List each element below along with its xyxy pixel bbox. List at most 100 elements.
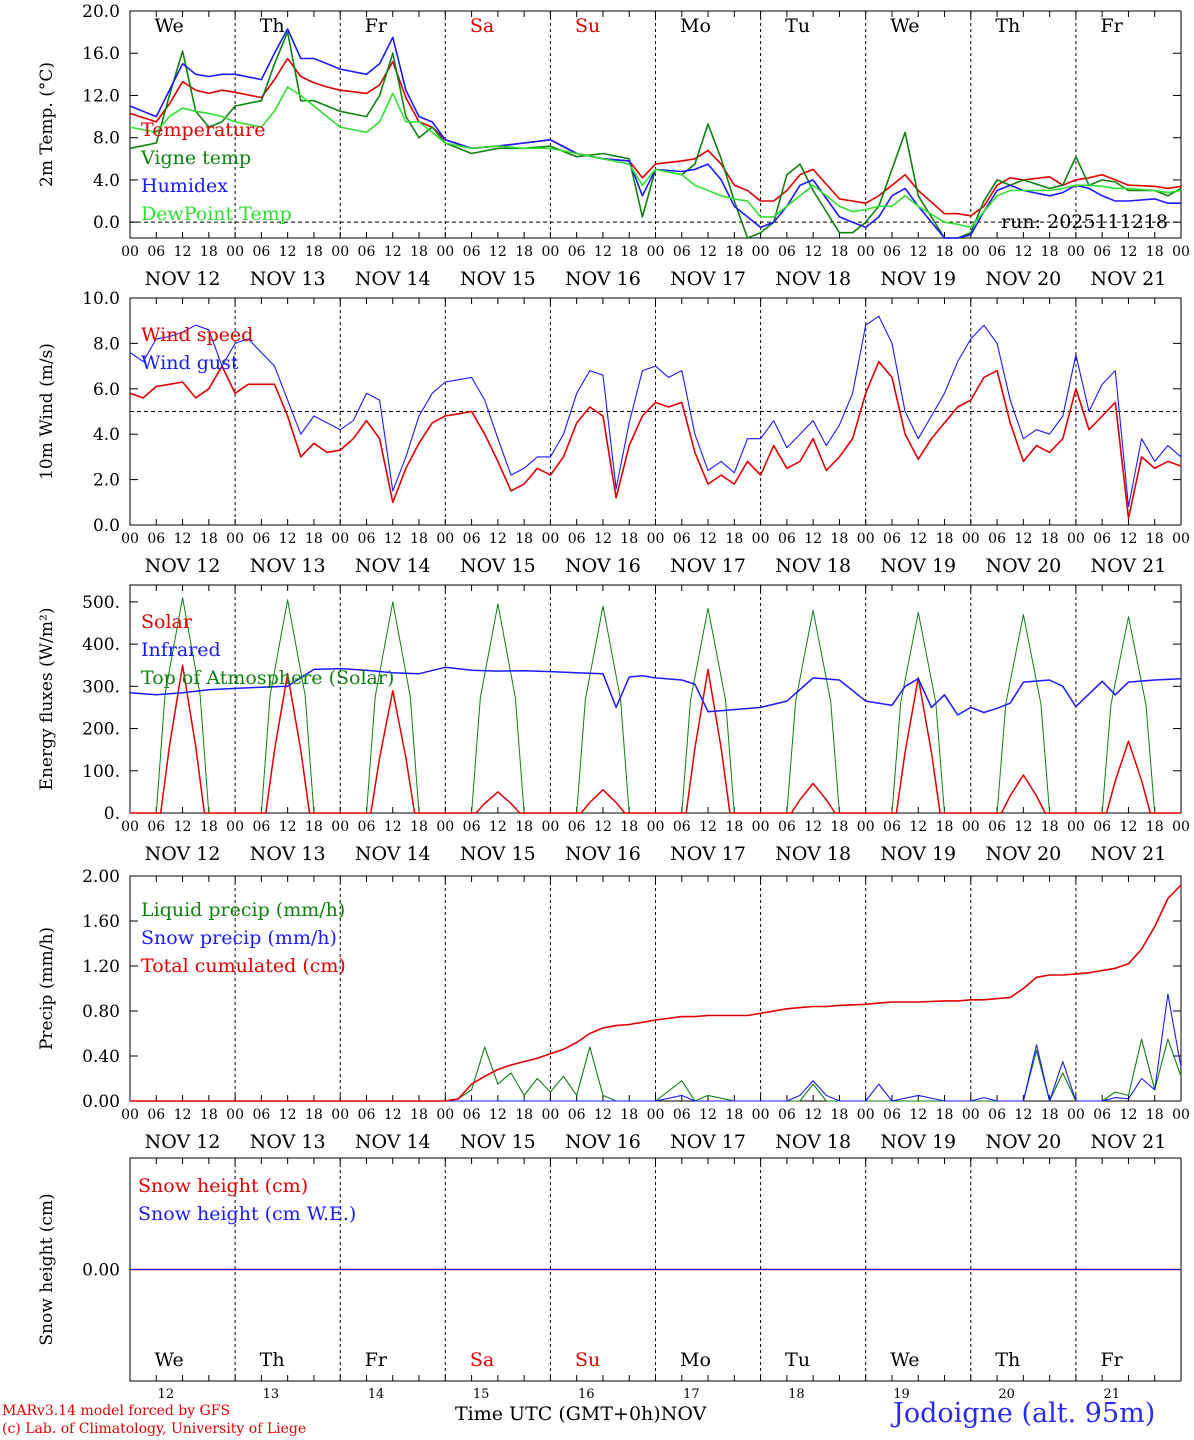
day-name-top: Fr xyxy=(365,15,388,37)
hour-tick-label: 12 xyxy=(489,1107,507,1123)
hour-tick-label: 06 xyxy=(252,531,270,547)
hour-tick-label: 06 xyxy=(252,244,270,260)
hour-tick-label: 12 xyxy=(594,819,612,835)
hour-tick-label: 00 xyxy=(226,819,244,835)
hour-tick-label: 18 xyxy=(200,531,218,547)
hour-tick-label: 12 xyxy=(804,244,822,260)
y-tick-label: 0. xyxy=(104,804,120,824)
date-label: NOV 20 xyxy=(985,843,1061,865)
hour-tick-label: 00 xyxy=(121,244,139,260)
date-label: NOV 21 xyxy=(1091,843,1167,865)
series-line-4-2 xyxy=(130,993,1182,1102)
hour-tick-label: 06 xyxy=(147,1107,165,1123)
hour-tick-label: 06 xyxy=(673,819,691,835)
hour-tick-label: 00 xyxy=(857,1107,875,1123)
hour-tick-label: 06 xyxy=(463,531,481,547)
day-name-top: Th xyxy=(260,15,285,37)
hour-tick-label: 00 xyxy=(121,819,139,835)
hour-tick-label: 12 xyxy=(174,1107,192,1123)
y-axis-label: 10m Wind (m/s) xyxy=(37,343,57,480)
y-tick-label: 8.0 xyxy=(93,129,120,149)
date-label: NOV 19 xyxy=(880,555,956,577)
hour-tick-label: 00 xyxy=(331,819,349,835)
hour-tick-label: 00 xyxy=(962,244,980,260)
hour-tick-label: 06 xyxy=(1093,531,1111,547)
hour-tick-label: 12 xyxy=(909,244,927,260)
station-name: Jodoigne (alt. 95m) xyxy=(893,1398,1156,1429)
hour-tick-label: 06 xyxy=(778,244,796,260)
hour-tick-label: 06 xyxy=(568,819,586,835)
hour-tick-label: 00 xyxy=(331,1107,349,1123)
hour-tick-label: 12 xyxy=(1120,531,1138,547)
day-name-top: Mo xyxy=(680,15,711,37)
date-label: NOV 18 xyxy=(775,555,851,577)
hour-tick-label: 06 xyxy=(673,531,691,547)
hour-tick-label: 18 xyxy=(1041,244,1059,260)
hour-tick-label: 00 xyxy=(752,1107,770,1123)
day-number: 20 xyxy=(998,1387,1015,1402)
hour-tick-label: 06 xyxy=(568,531,586,547)
hour-tick-label: 06 xyxy=(463,819,481,835)
day-name-bottom: Mo xyxy=(680,1349,711,1371)
hour-tick-label: 12 xyxy=(804,531,822,547)
day-number: 13 xyxy=(263,1387,280,1402)
hour-tick-label: 18 xyxy=(1146,244,1164,260)
day-number: 19 xyxy=(893,1387,910,1402)
hour-tick-label: 18 xyxy=(1041,1107,1059,1123)
date-label: NOV 14 xyxy=(355,1131,431,1153)
series-line-4-3 xyxy=(130,884,1182,1102)
day-name-top: Su xyxy=(575,15,600,37)
hour-tick-label: 18 xyxy=(725,531,743,547)
legend-entry: Snow height (cm) xyxy=(138,1175,308,1197)
hour-tick-label: 06 xyxy=(673,1107,691,1123)
hour-tick-label: 00 xyxy=(752,244,770,260)
date-label: NOV 16 xyxy=(565,555,641,577)
hour-tick-label: 00 xyxy=(331,244,349,260)
hour-tick-label: 00 xyxy=(962,819,980,835)
hour-tick-label: 12 xyxy=(384,819,402,835)
day-number: 16 xyxy=(578,1387,595,1402)
hour-tick-label: 00 xyxy=(962,1107,980,1123)
hour-tick-label: 12 xyxy=(489,244,507,260)
hour-tick-label: 12 xyxy=(384,244,402,260)
hour-tick-label: 06 xyxy=(778,819,796,835)
date-label: NOV 14 xyxy=(355,555,431,577)
hour-tick-label: 18 xyxy=(305,244,323,260)
hour-tick-label: 12 xyxy=(1014,244,1032,260)
hour-tick-label: 06 xyxy=(252,819,270,835)
hour-tick-label: 18 xyxy=(725,819,743,835)
hour-tick-label: 18 xyxy=(1146,1107,1164,1123)
hour-tick-label: 18 xyxy=(305,819,323,835)
hour-tick-label: 00 xyxy=(1067,819,1085,835)
y-tick-label: 500. xyxy=(82,593,120,613)
hour-tick-label: 12 xyxy=(1014,1107,1032,1123)
hour-tick-label: 06 xyxy=(988,1107,1006,1123)
hour-tick-label: 06 xyxy=(147,819,165,835)
hour-tick-label: 18 xyxy=(620,531,638,547)
hour-tick-label: 18 xyxy=(410,819,428,835)
hour-tick-label: 18 xyxy=(620,1107,638,1123)
hour-tick-label: 06 xyxy=(358,819,376,835)
hour-tick-label: 12 xyxy=(909,819,927,835)
hour-tick-label: 00 xyxy=(436,1107,454,1123)
hour-tick-label: 06 xyxy=(463,244,481,260)
hour-tick-label: 12 xyxy=(384,1107,402,1123)
legend-entry: Wind speed xyxy=(141,324,253,346)
legend-entry: Solar xyxy=(141,611,193,633)
run-annotation: run: 2025111218 xyxy=(1001,211,1168,233)
series-line-1-3 xyxy=(129,28,1181,239)
hour-tick-label: 06 xyxy=(147,531,165,547)
hour-tick-label: 00 xyxy=(647,531,665,547)
hour-tick-label: 06 xyxy=(673,244,691,260)
y-tick-label: 1.60 xyxy=(82,912,120,932)
legend-entry: Top of Atmosphere (Solar) xyxy=(141,667,394,689)
hour-tick-label: 06 xyxy=(358,531,376,547)
date-label: NOV 19 xyxy=(880,843,956,865)
hour-tick-label: 00 xyxy=(436,531,454,547)
day-name-bottom: Sa xyxy=(470,1349,494,1371)
y-tick-label: 0.0 xyxy=(93,516,120,536)
y-axis-label: Precip (mm/h) xyxy=(37,927,57,1050)
y-tick-label: 0.00 xyxy=(82,1261,120,1281)
date-label: NOV 21 xyxy=(1091,555,1167,577)
